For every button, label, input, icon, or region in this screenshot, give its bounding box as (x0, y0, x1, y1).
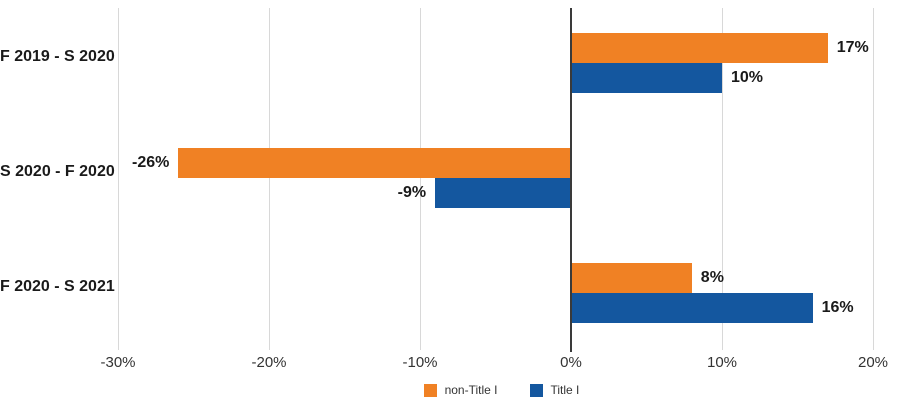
bar-non-title-i (178, 148, 571, 178)
legend-label: Title I (550, 383, 580, 397)
category-label: F 2019 - S 2020 (0, 48, 115, 65)
x-tick-label: -10% (402, 354, 438, 371)
legend-swatch-non-title-i (423, 383, 437, 397)
legend: non-Title I Title I (108, 383, 895, 397)
x-tick-label: -30% (100, 354, 136, 371)
bar-title-i (571, 63, 722, 93)
legend-item-non-title-i: non-Title I (423, 383, 498, 397)
bar-value-label: -26% (132, 154, 170, 171)
x-tick-label: 10% (706, 354, 738, 371)
x-tick-label: 0% (560, 354, 582, 371)
bar-title-i (571, 293, 813, 323)
x-tick-label: 20% (857, 354, 889, 371)
bar-value-label: 16% (821, 299, 854, 316)
bar-title-i (435, 178, 571, 208)
gridline (722, 8, 723, 350)
gridline (420, 8, 421, 350)
bar-value-label: -9% (397, 184, 427, 201)
gridline (118, 8, 119, 350)
legend-label: non-Title I (444, 383, 498, 397)
legend-item-title-i: Title I (529, 383, 580, 397)
zero-axis-line (570, 8, 572, 352)
bar-value-label: 8% (700, 269, 724, 286)
gridline (873, 8, 874, 350)
bar-non-title-i (571, 263, 692, 293)
bar-value-label: 10% (731, 69, 764, 86)
legend-swatch-title-i (529, 383, 543, 397)
bar-non-title-i (571, 33, 828, 63)
category-label: S 2020 - F 2020 (0, 163, 115, 180)
bar-value-label: 17% (836, 39, 869, 56)
category-label: F 2020 - S 2021 (0, 278, 115, 295)
gridline (269, 8, 270, 350)
x-tick-label: -20% (251, 354, 287, 371)
